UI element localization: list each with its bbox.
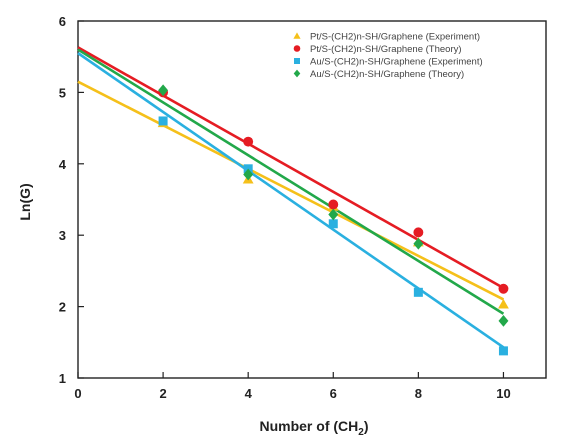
y-tick-label: 4 xyxy=(59,157,67,172)
plot-frame xyxy=(77,20,547,379)
fit-line xyxy=(77,52,505,349)
data-point-square xyxy=(328,219,338,229)
data-point-diamond xyxy=(328,208,339,221)
x-tick-label: 10 xyxy=(496,386,510,401)
x-tick-label: 8 xyxy=(415,386,422,401)
data-points xyxy=(157,84,509,356)
data-point-circle xyxy=(498,283,509,294)
data-point-diamond xyxy=(413,237,424,250)
y-tick-label: 5 xyxy=(59,85,66,100)
data-point-circle xyxy=(293,45,301,52)
data-point-square xyxy=(498,346,508,356)
fit-line xyxy=(77,48,505,315)
data-point-circle xyxy=(243,136,254,147)
data-point-diamond xyxy=(293,69,301,78)
y-tick-label: 2 xyxy=(59,300,66,315)
legend: Pt/S-(CH2)n-SH/Graphene (Experiment)Pt/S… xyxy=(293,32,483,80)
y-axis-title: Ln(G) xyxy=(17,183,33,220)
data-point-triangle xyxy=(498,299,509,309)
legend-label: Pt/S-(CH2)n-SH/Graphene (Experiment) xyxy=(310,32,480,43)
fit-line xyxy=(77,80,505,301)
x-axis-title: Number of (CH2) xyxy=(259,418,368,438)
data-point-diamond xyxy=(158,84,169,97)
data-point-circle xyxy=(413,227,424,238)
data-point-square xyxy=(413,287,423,297)
data-point-square xyxy=(294,58,300,64)
fit-line xyxy=(77,46,505,290)
x-axis-title-suffix: ) xyxy=(364,418,369,434)
legend-label: Au/S-(CH2)n-SH/Graphene (Experiment) xyxy=(310,57,483,68)
y-tick-label: 1 xyxy=(59,371,66,386)
data-point-square xyxy=(158,116,168,126)
x-axis-title-subscript: 2 xyxy=(358,427,364,438)
data-point-diamond xyxy=(243,168,254,181)
data-point-circle xyxy=(328,199,339,210)
y-tick-label: 6 xyxy=(59,14,66,29)
x-tick-label: 4 xyxy=(245,386,253,401)
x-tick-label: 2 xyxy=(159,386,166,401)
fit-lines xyxy=(77,46,505,349)
x-axis-title-prefix: Number of (CH xyxy=(259,418,358,434)
data-point-triangle xyxy=(293,32,301,39)
x-tick-label: 6 xyxy=(330,386,337,401)
data-point-diamond xyxy=(498,315,509,327)
y-tick-label: 3 xyxy=(59,228,66,243)
legend-label: Pt/S-(CH2)n-SH/Graphene (Theory) xyxy=(310,44,462,55)
axes xyxy=(77,20,547,379)
legend-label: Au/S-(CH2)n-SH/Graphene (Theory) xyxy=(310,69,464,80)
x-tick-label: 0 xyxy=(74,386,81,401)
